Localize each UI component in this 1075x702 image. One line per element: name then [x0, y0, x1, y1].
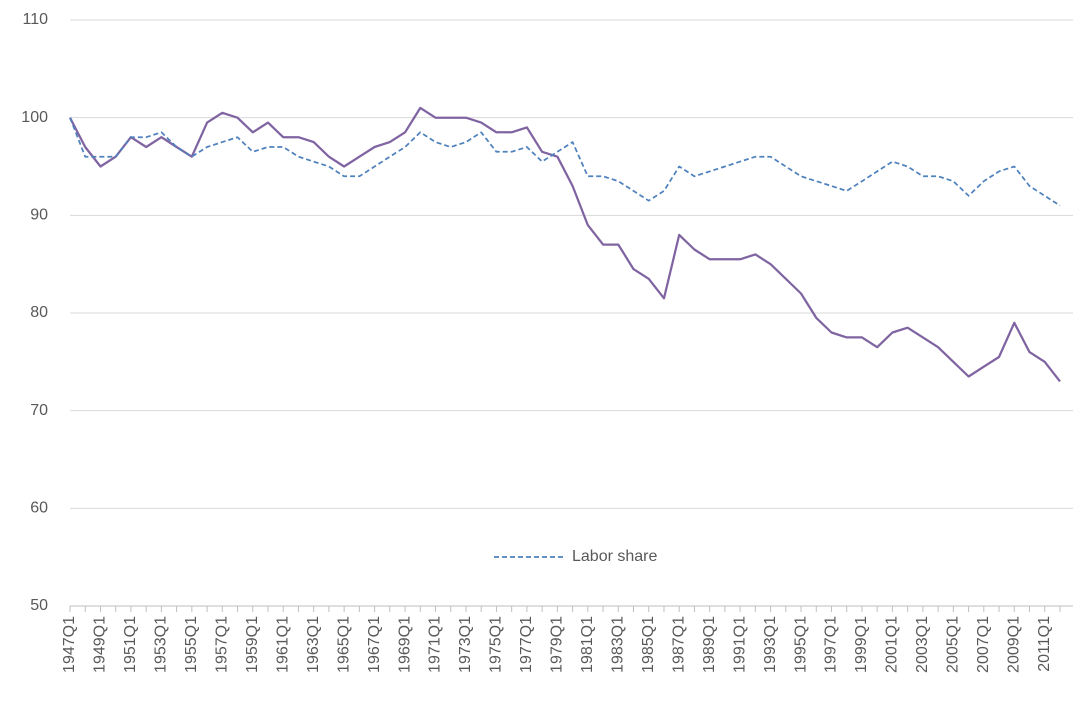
- x-tick-label: 1951Q1: [122, 616, 139, 673]
- x-tick-label: 1947Q1: [61, 616, 78, 673]
- x-tick-label: 1949Q1: [92, 616, 109, 673]
- x-tick-label: 2005Q1: [945, 616, 962, 673]
- x-tick-label: 2011Q1: [1036, 616, 1053, 672]
- x-tick-label: 1987Q1: [670, 616, 687, 673]
- x-tick-label: 1961Q1: [274, 616, 291, 673]
- y-tick-label: 110: [22, 11, 48, 28]
- x-tick-label: 1979Q1: [549, 616, 566, 673]
- legend-label: Labor share: [572, 548, 657, 565]
- y-tick-label: 100: [21, 109, 48, 126]
- x-tick-label: 1983Q1: [609, 616, 626, 673]
- x-tick-label: 1977Q1: [518, 616, 535, 673]
- x-tick-label: 1967Q1: [366, 616, 383, 673]
- x-tick-label: 1999Q1: [853, 616, 870, 673]
- x-tick-label: 1981Q1: [579, 616, 596, 673]
- x-tick-label: 1957Q1: [214, 616, 231, 673]
- x-tick-label: 2007Q1: [975, 616, 992, 673]
- x-tick-label: 1959Q1: [244, 616, 261, 673]
- y-tick-label: 70: [30, 402, 48, 419]
- series-line: [69, 106, 1061, 383]
- x-tick-label: 1955Q1: [183, 616, 200, 673]
- series-line: [69, 117, 1061, 207]
- x-tick-label: 1991Q1: [731, 616, 748, 673]
- x-tick-label: 1973Q1: [457, 616, 474, 673]
- y-tick-label: 90: [30, 207, 48, 224]
- x-tick-label: 1985Q1: [640, 616, 657, 673]
- y-tick-label: 80: [30, 304, 48, 321]
- y-tick-label: 50: [30, 597, 48, 614]
- x-tick-label: 1993Q1: [762, 616, 779, 673]
- x-tick-label: 2003Q1: [914, 616, 931, 673]
- x-tick-label: 1975Q1: [488, 616, 505, 673]
- x-tick-label: 2001Q1: [884, 616, 901, 673]
- x-tick-label: 1953Q1: [153, 616, 170, 673]
- x-tick-label: 1971Q1: [427, 616, 444, 673]
- x-tick-label: 1965Q1: [335, 616, 352, 673]
- x-tick-label: 1997Q1: [823, 616, 840, 673]
- x-tick-label: 1963Q1: [305, 616, 322, 673]
- x-tick-label: 2009Q1: [1005, 616, 1022, 673]
- x-tick-label: 1995Q1: [792, 616, 809, 673]
- x-tick-label: 1969Q1: [396, 616, 413, 673]
- y-tick-label: 60: [30, 500, 48, 517]
- x-tick-label: 1989Q1: [701, 616, 718, 673]
